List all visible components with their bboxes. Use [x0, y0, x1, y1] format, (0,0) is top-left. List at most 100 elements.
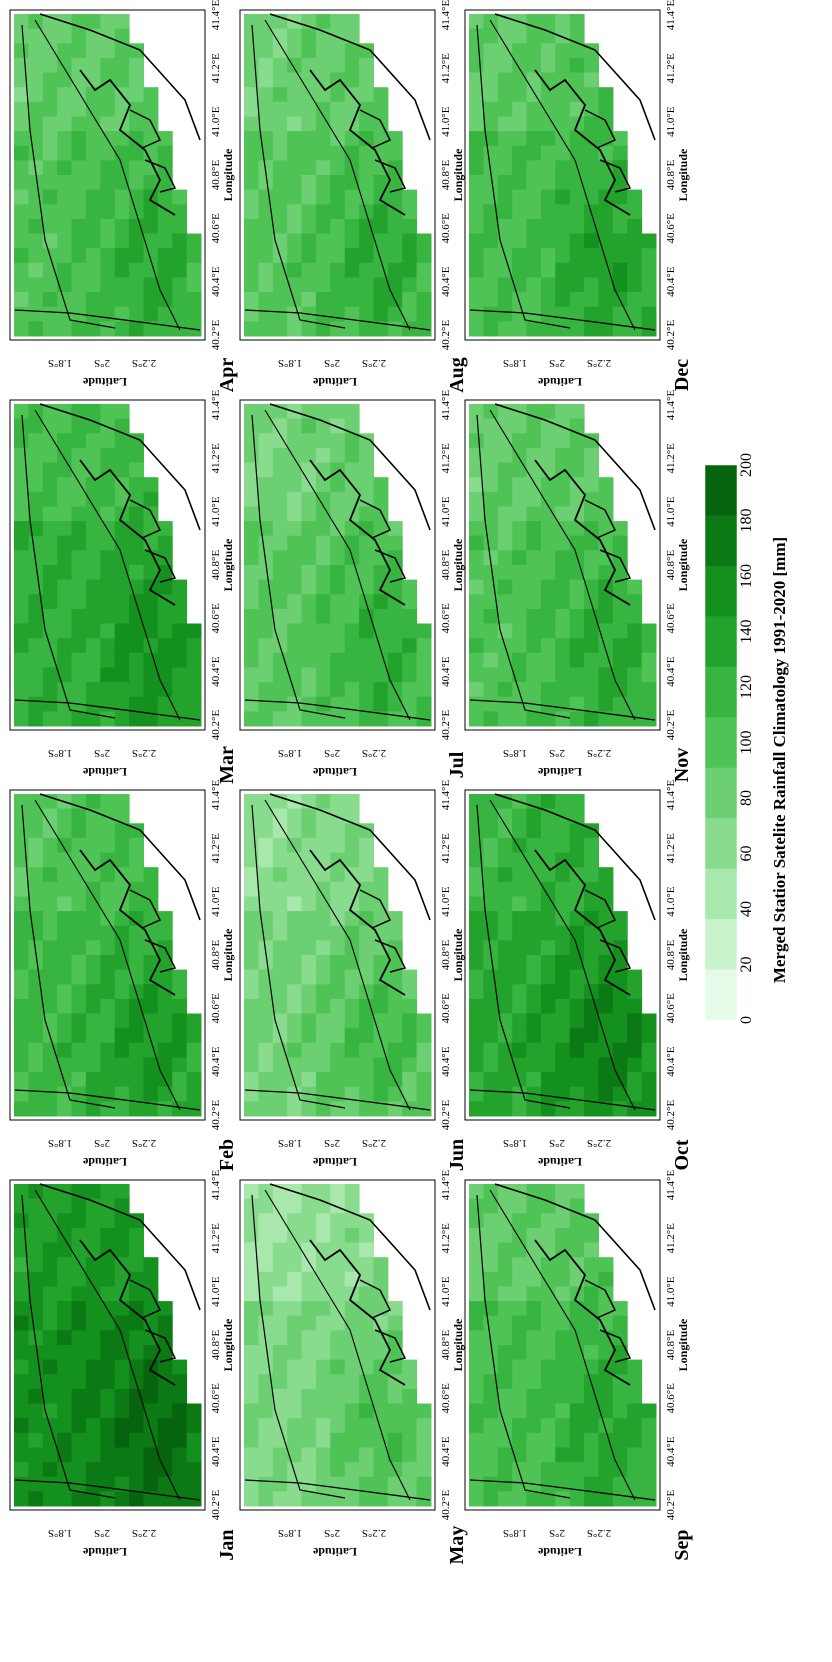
- grid-cell: [85, 145, 101, 161]
- grid-cell: [244, 1418, 259, 1434]
- grid-cell: [258, 204, 274, 220]
- grid-cell: [258, 1257, 274, 1273]
- grid-cell: [28, 998, 44, 1014]
- grid-cell: [469, 233, 484, 249]
- grid-cell: [28, 262, 44, 278]
- grid-cell: [28, 506, 44, 522]
- grid-cell: [416, 1462, 432, 1478]
- grid-cell: [540, 896, 556, 912]
- grid-cell: [512, 1271, 528, 1287]
- grid-cell: [584, 1476, 599, 1492]
- grid-cell: [100, 57, 116, 73]
- grid-cell: [258, 87, 274, 103]
- grid-cell: [301, 837, 317, 853]
- grid-cell: [497, 1330, 513, 1346]
- boundary-line: [244, 699, 431, 721]
- grid-cell: [584, 1447, 599, 1463]
- grid-cell: [315, 218, 331, 234]
- grid-cell: [469, 667, 484, 683]
- grid-cell: [569, 43, 585, 59]
- grid-cell: [14, 57, 29, 73]
- grid-cell: [14, 404, 29, 420]
- grid-cell: [100, 101, 116, 117]
- grid-cell: [57, 116, 73, 132]
- grid-cell: [330, 491, 346, 507]
- grid-cell: [555, 277, 571, 293]
- grid-cell: [512, 1374, 528, 1390]
- grid-cell: [627, 1432, 643, 1448]
- month-label: Dec: [671, 359, 693, 391]
- grid-cell: [129, 116, 144, 132]
- grid-cell: [512, 521, 528, 537]
- grid-cell: [641, 652, 657, 668]
- boundary-line: [14, 309, 201, 331]
- grid-cell: [330, 652, 346, 668]
- grid-cell: [258, 623, 274, 639]
- grid-cell: [114, 1013, 130, 1029]
- grid-cell: [258, 175, 274, 191]
- grid-cell: [512, 911, 528, 927]
- grid-cell: [330, 1213, 346, 1229]
- grid-cell: [373, 175, 389, 191]
- grid-cell: [244, 1072, 259, 1088]
- grid-cell: [301, 579, 317, 595]
- grid-cell: [157, 1086, 173, 1102]
- grid-cell: [540, 1447, 556, 1463]
- grid-cell: [71, 447, 87, 463]
- grid-cell: [497, 998, 513, 1014]
- grid-cell: [402, 594, 418, 610]
- grid-cell: [540, 175, 556, 191]
- grid-cell: [287, 1013, 303, 1029]
- grid-cell: [569, 306, 585, 322]
- grid-cell: [258, 696, 274, 712]
- boundary-line: [359, 109, 392, 149]
- colorbar-tick-label: 80: [738, 790, 755, 806]
- grid-cell: [301, 1286, 317, 1302]
- grid-cell: [584, 1028, 599, 1044]
- grid-cell: [14, 1432, 29, 1448]
- grid-cell: [57, 940, 73, 956]
- grid-cell: [483, 896, 499, 912]
- lon-tick-label: 41.0°E: [665, 106, 677, 137]
- grid-cell: [57, 638, 73, 654]
- grid-cell: [301, 823, 317, 839]
- grid-cell: [85, 623, 101, 639]
- grid-cell: [143, 321, 159, 337]
- grid-cell: [315, 837, 331, 853]
- map-panel-jun: 1.8°S 2°S 2.2°SLatitude40.2°E40.4°E40.6°E4…: [239, 780, 468, 1171]
- grid-cell: [469, 1418, 484, 1434]
- grid-cell: [512, 175, 528, 191]
- boundary-line: [14, 699, 201, 721]
- grid-cell: [258, 321, 274, 337]
- grid-cell: [512, 262, 528, 278]
- grid-cell: [483, 711, 499, 727]
- grid-cell: [28, 321, 44, 337]
- grid-cell: [100, 1388, 116, 1404]
- grid-cell: [483, 837, 499, 853]
- grid-cell: [555, 1491, 571, 1507]
- map-panel-oct: 1.8°S 2°S 2.2°SLatitude40.2°E40.4°E40.6°E4…: [464, 780, 693, 1171]
- grid-cell: [584, 321, 599, 337]
- lon-tick-label: 40.4°E: [665, 1436, 677, 1467]
- grid-cell: [584, 667, 599, 683]
- grid-cell: [330, 145, 346, 161]
- grid-cell: [569, 218, 585, 234]
- grid-cell: [469, 477, 484, 493]
- rainfall-grid: [469, 1184, 657, 1507]
- grid-cell: [612, 1476, 628, 1492]
- grid-cell: [57, 1388, 73, 1404]
- grid-cell: [330, 1432, 346, 1448]
- grid-cell: [526, 998, 542, 1014]
- grid-cell: [57, 896, 73, 912]
- grid-cell: [483, 292, 499, 308]
- grid-cell: [555, 711, 571, 727]
- grid-cell: [483, 925, 499, 941]
- grid-cell: [469, 87, 484, 103]
- grid-cell: [540, 594, 556, 610]
- grid-cell: [555, 433, 571, 449]
- grid-cell: [172, 623, 188, 639]
- grid-cell: [258, 1286, 274, 1302]
- grid-cell: [14, 292, 29, 308]
- grid-cell: [344, 28, 360, 44]
- grid-cell: [555, 1072, 571, 1088]
